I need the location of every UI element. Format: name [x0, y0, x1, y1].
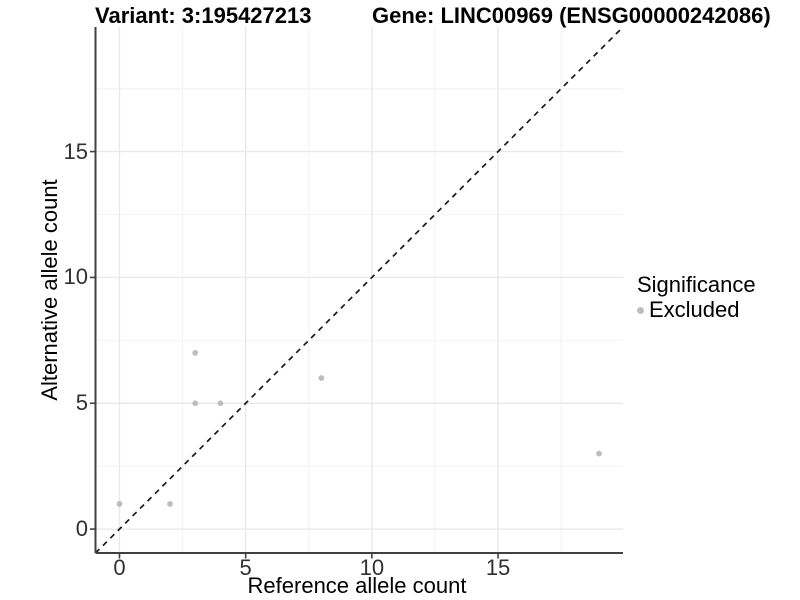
x-axis-tick-label: 10	[359, 555, 385, 580]
data-point	[217, 400, 224, 407]
gene-title: Gene: LINC00969 (ENSG00000242086)	[372, 3, 771, 28]
legend-item-label: Excluded	[649, 297, 740, 322]
x-axis-tick-label: 5	[239, 555, 252, 580]
x-axis-tick-label: 0	[113, 555, 126, 580]
data-point	[192, 400, 199, 407]
data-point	[192, 350, 199, 356]
y-axis-title: Alternative allele count	[37, 179, 62, 401]
x-axis-tick-label: 15	[485, 555, 511, 580]
y-axis-tick-label: 15	[63, 138, 88, 164]
data-point	[596, 450, 602, 457]
data-point	[167, 501, 173, 507]
identity-dashed-line	[94, 26, 624, 554]
y-axis-tick-label: 0	[75, 516, 88, 542]
data-point	[116, 501, 123, 507]
legend-item-excluded: Excluded	[637, 298, 756, 322]
legend-point-icon	[637, 306, 644, 314]
y-axis-tick-label: 10	[63, 264, 88, 290]
legend-title: Significance	[637, 272, 756, 297]
legend: Significance Excluded	[637, 272, 756, 322]
data-point	[318, 375, 325, 381]
y-axis-tick-label: 5	[75, 390, 88, 416]
variant-title: Variant: 3:195427213	[95, 3, 312, 28]
x-axis-title: Reference allele count	[247, 573, 467, 598]
